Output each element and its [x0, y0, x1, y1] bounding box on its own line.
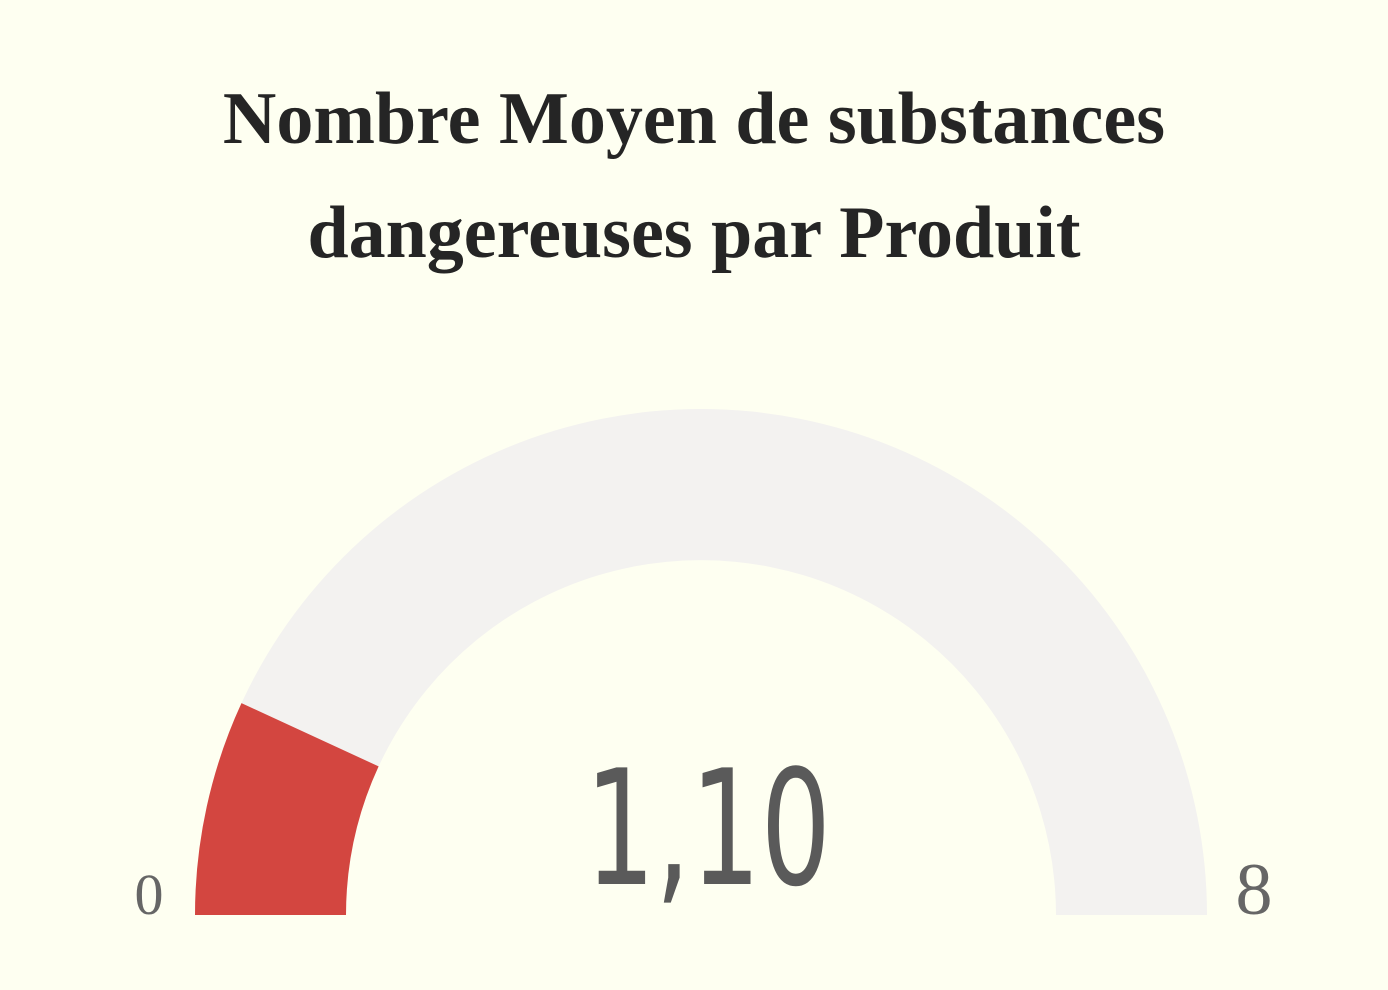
gauge-min-label: 0: [135, 862, 164, 927]
gauge-track: [195, 409, 1207, 915]
gauge-value-label: 1,10: [585, 735, 831, 922]
chart-title: Nombre Moyen de substances dangereuses p…: [0, 62, 1388, 290]
gauge-fill: [195, 703, 379, 915]
gauge-max-label: 8: [1236, 849, 1273, 931]
chart-title-line-2: dangereuses par Produit: [307, 192, 1081, 274]
chart-title-line-1: Nombre Moyen de substances: [222, 78, 1166, 160]
